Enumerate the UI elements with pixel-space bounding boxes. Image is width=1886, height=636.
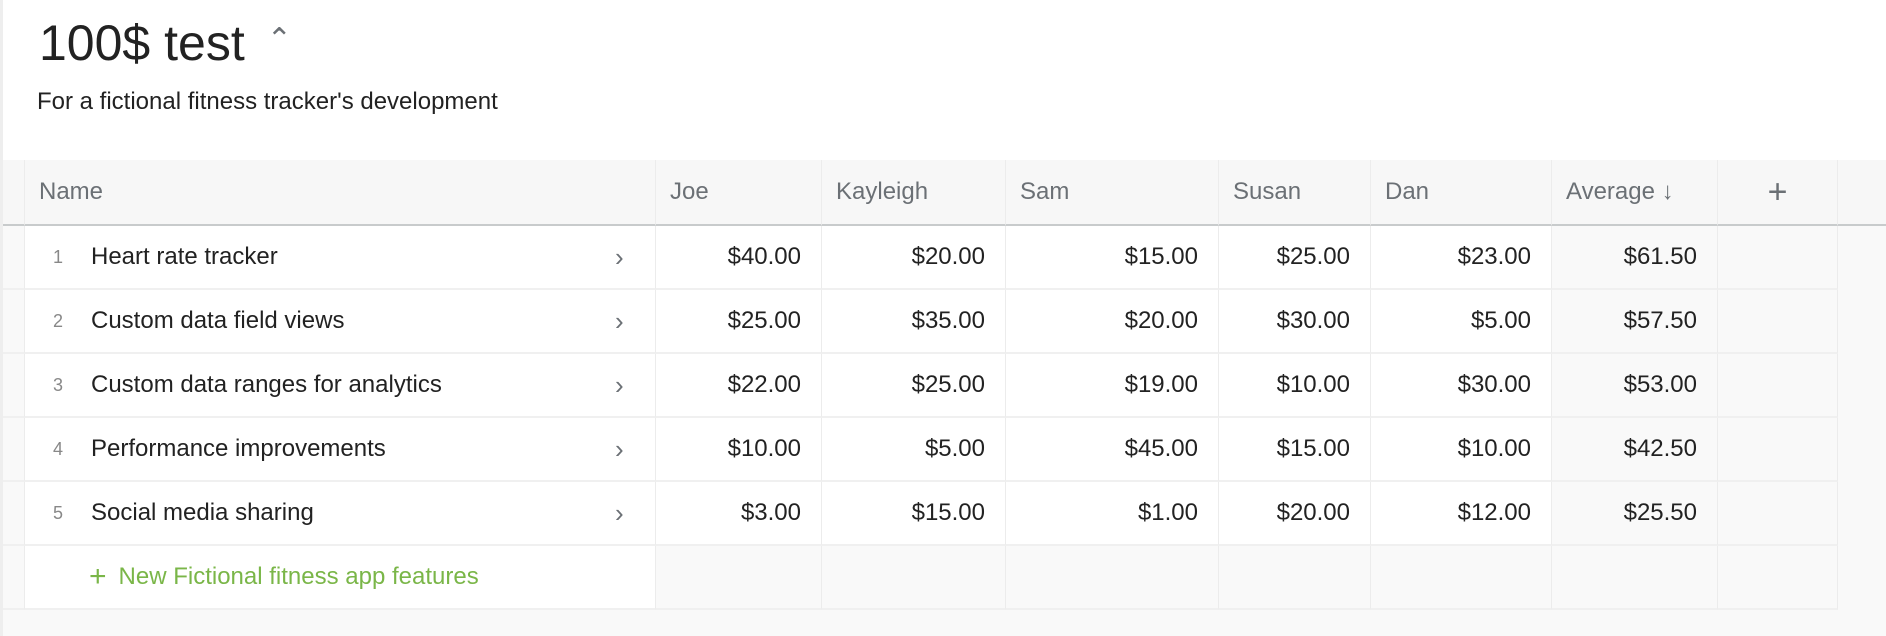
chevron-right-icon[interactable]: › [615,433,624,464]
page-subtitle: For a fictional fitness tracker's develo… [37,88,498,115]
column-header-name[interactable]: Name [25,160,656,226]
chevron-right-icon[interactable]: › [615,241,624,272]
column-header-dan[interactable]: Dan [1371,160,1552,226]
cell-dan[interactable]: $5.00 [1371,290,1552,354]
cell-kayleigh[interactable]: $15.00 [822,482,1006,546]
collapse-caret-icon[interactable]: ⌃ [266,22,292,56]
column-header-susan[interactable]: Susan [1219,160,1371,226]
name-cell[interactable]: 4 Performance improvements › [25,418,656,482]
cell-dan[interactable]: $23.00 [1371,226,1552,290]
cell-sam[interactable]: $1.00 [1006,482,1219,546]
cell-joe[interactable]: $40.00 [656,226,822,290]
cell-susan[interactable]: $10.00 [1219,354,1371,418]
empty-cell [1718,546,1838,610]
empty-cell [656,546,822,610]
table-row[interactable]: 3 Custom data ranges for analytics › $22… [3,354,1838,418]
cell-susan[interactable]: $20.00 [1219,482,1371,546]
cell-joe[interactable]: $3.00 [656,482,822,546]
page-title: 100$ test ⌃ [39,14,292,72]
column-header-sam[interactable]: Sam [1006,160,1219,226]
row-index: 5 [52,502,63,523]
add-column-button[interactable]: + [1718,160,1838,226]
cell-joe[interactable]: $10.00 [656,418,822,482]
cell-dan[interactable]: $12.00 [1371,482,1552,546]
empty-cell [822,546,1006,610]
cell-dan[interactable]: $10.00 [1371,418,1552,482]
name-cell[interactable]: 1 Heart rate tracker › [25,226,656,290]
empty-cell [1552,546,1718,610]
chevron-right-icon[interactable]: › [615,305,624,336]
header-filler [1838,160,1886,226]
chevron-right-icon[interactable]: › [615,497,624,528]
gutter [3,290,25,354]
cell-dan[interactable]: $30.00 [1371,354,1552,418]
empty-cell [1219,546,1371,610]
row-index: 3 [52,374,63,395]
new-item-label: New Fictional fitness app features [118,563,479,590]
cell-sam[interactable]: $19.00 [1006,354,1219,418]
cell-average: $61.50 [1552,226,1718,290]
empty-cell [1718,226,1838,290]
name-cell[interactable]: 5 Social media sharing › [25,482,656,546]
data-table: Name Joe Kayleigh Sam Susan Dan Average … [3,160,1886,636]
cell-kayleigh[interactable]: $5.00 [822,418,1006,482]
cell-kayleigh[interactable]: $35.00 [822,290,1006,354]
cell-joe[interactable]: $25.00 [656,290,822,354]
empty-cell [1718,290,1838,354]
gutter [3,160,25,226]
cell-average: $25.50 [1552,482,1718,546]
empty-cell [1718,482,1838,546]
cell-susan[interactable]: $25.00 [1219,226,1371,290]
chevron-right-icon[interactable]: › [615,369,624,400]
empty-cell [1371,546,1552,610]
table-row[interactable]: 5 Social media sharing › $3.00 $15.00 $1.0… [3,482,1838,546]
name-cell[interactable]: 3 Custom data ranges for analytics › [25,354,656,418]
row-index: 1 [52,246,63,267]
table-row[interactable]: 4 Performance improvements › $10.00 $5.00… [3,418,1838,482]
row-name[interactable]: Custom data field views [91,307,345,334]
row-name[interactable]: Heart rate tracker [91,243,278,270]
row-name[interactable]: Social media sharing [91,499,314,526]
gutter [3,482,25,546]
empty-cell [1006,546,1219,610]
title-text: 100$ test [39,15,245,71]
cell-joe[interactable]: $22.00 [656,354,822,418]
plus-icon: + [89,560,107,593]
empty-cell [1718,418,1838,482]
cell-susan[interactable]: $15.00 [1219,418,1371,482]
cell-susan[interactable]: $30.00 [1219,290,1371,354]
empty-cell [1718,354,1838,418]
cell-kayleigh[interactable]: $25.00 [822,354,1006,418]
column-header-average[interactable]: Average ↓ [1552,160,1718,226]
row-name[interactable]: Performance improvements [91,435,386,462]
cell-sam[interactable]: $15.00 [1006,226,1219,290]
column-header-kayleigh[interactable]: Kayleigh [822,160,1006,226]
table-row[interactable]: 1 Heart rate tracker › $40.00 $20.00 $15.0… [3,226,1838,290]
gutter [3,354,25,418]
new-item-button[interactable]: + New Fictional fitness app features [25,546,656,610]
cell-average: $57.50 [1552,290,1718,354]
gutter [3,546,25,610]
row-index: 4 [52,438,63,459]
cell-sam[interactable]: $45.00 [1006,418,1219,482]
new-row: + New Fictional fitness app features [3,546,1838,610]
name-cell[interactable]: 2 Custom data field views › [25,290,656,354]
cell-sam[interactable]: $20.00 [1006,290,1219,354]
cell-kayleigh[interactable]: $20.00 [822,226,1006,290]
row-index: 2 [52,310,63,331]
column-header-joe[interactable]: Joe [656,160,822,226]
gutter [3,226,25,290]
gutter [3,418,25,482]
row-name[interactable]: Custom data ranges for analytics [91,371,442,398]
table-row[interactable]: 2 Custom data field views › $25.00 $35.00… [3,290,1838,354]
cell-average: $42.50 [1552,418,1718,482]
cell-average: $53.00 [1552,354,1718,418]
header-row: Name Joe Kayleigh Sam Susan Dan Average … [3,160,1886,226]
